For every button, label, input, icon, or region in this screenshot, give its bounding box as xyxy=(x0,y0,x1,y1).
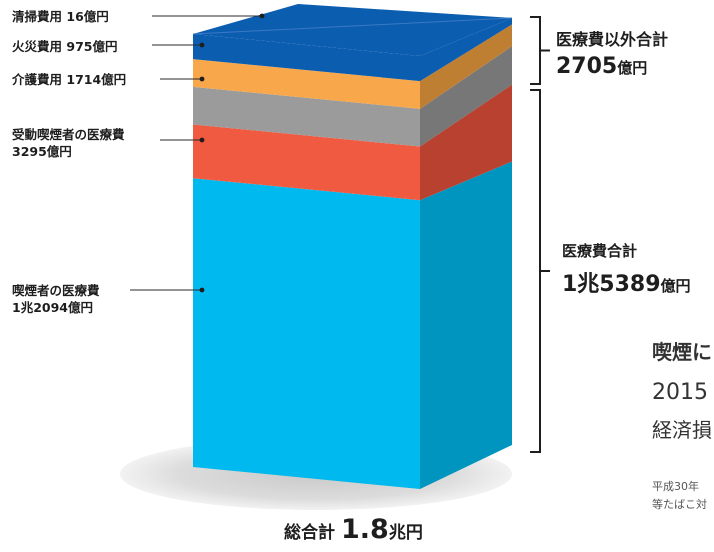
side-note-2: 等たばこ対 xyxy=(652,498,707,511)
label-smoker-value: 1兆2094億円 xyxy=(12,300,93,315)
side-year: 2015 xyxy=(652,380,708,405)
bracket-medical-amount: 1兆5389 xyxy=(562,272,661,297)
bar-side-fire xyxy=(420,24,512,109)
bracket-nonmedical-value: 2705億円 xyxy=(556,54,647,79)
bar-side-smoker xyxy=(420,161,512,490)
grand-total-value: 1.8 xyxy=(341,514,389,545)
label-passive: 受動喫煙者の医療費 3295億円 xyxy=(12,126,125,160)
bar-front-fire xyxy=(193,59,420,109)
leader-dot-care xyxy=(199,76,205,82)
label-passive-value: 3295億円 xyxy=(12,144,72,159)
leader-dot-fire xyxy=(199,42,205,48)
leader-dot-cleaning xyxy=(259,13,265,19)
label-cleaning-value: 16億円 xyxy=(66,9,109,24)
bar-top-edge-line xyxy=(192,17,513,35)
side-subtitle: 経済損 xyxy=(652,418,712,442)
bracket-medical-unit: 億円 xyxy=(660,277,691,295)
grand-total-unit: 兆円 xyxy=(388,523,423,543)
leader-dot-passive xyxy=(199,137,205,143)
bracket-nonmedical-title: 医療費以外合計 xyxy=(556,30,669,49)
label-cleaning: 清掃費用 16億円 xyxy=(12,8,109,25)
label-care-value: 1714億円 xyxy=(66,72,127,87)
label-care: 介護費用 1714億円 xyxy=(12,71,126,88)
bar-side-cleaning xyxy=(420,18,512,82)
label-fire: 火災費用 975億円 xyxy=(12,38,117,55)
side-heading: 喫煙に xyxy=(652,340,712,364)
bar-front-passive xyxy=(193,124,420,201)
bracket-nonmedical-unit: 億円 xyxy=(617,59,648,77)
bar-side-care xyxy=(420,46,512,147)
bracket-medical xyxy=(530,89,550,453)
leader-dot-smoker xyxy=(199,287,205,293)
side-note-1: 平成30年 xyxy=(652,480,699,493)
bracket-nonmedical-amount: 2705 xyxy=(556,54,618,79)
bar-side-passive xyxy=(420,84,512,201)
label-fire-name: 火災費用 xyxy=(12,39,63,54)
label-cleaning-name: 清掃費用 xyxy=(12,9,63,24)
bar-front-smoker xyxy=(193,178,420,489)
grand-total-label: 総合計 xyxy=(284,523,335,543)
grand-total: 総合計 1.8兆円 xyxy=(284,514,423,545)
bar-front-care xyxy=(193,86,420,147)
bracket-medical-value: 1兆5389億円 xyxy=(562,266,691,298)
bracket-nonmedical xyxy=(530,16,550,85)
label-smoker: 喫煙者の医療費 1兆2094億円 xyxy=(12,282,100,316)
label-fire-value: 975億円 xyxy=(66,39,118,54)
label-passive-name: 受動喫煙者の医療費 xyxy=(12,127,125,142)
label-care-name: 介護費用 xyxy=(12,72,63,87)
bracket-medical-title: 医療費合計 xyxy=(562,242,638,260)
label-smoker-name: 喫煙者の医療費 xyxy=(12,283,100,298)
bar-front-cleaning xyxy=(193,34,420,82)
bar-top-cleaning xyxy=(193,4,512,56)
